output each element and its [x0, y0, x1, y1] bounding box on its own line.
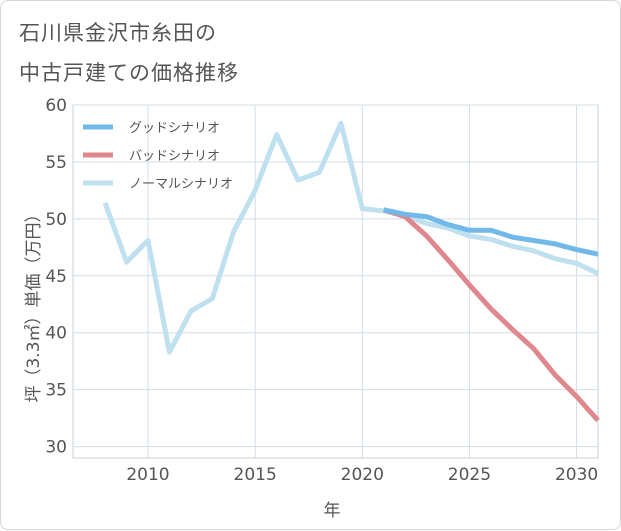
y-tick-label: 35 [45, 381, 67, 401]
legend-label: ノーマルシナリオ [129, 177, 233, 192]
x-tick-label: 2030 [555, 465, 598, 485]
grid [72, 104, 599, 459]
series-lines [102, 120, 600, 423]
y-tick-label: 40 [45, 324, 67, 344]
series-line-2 [102, 120, 600, 355]
y-tick-label: 45 [45, 267, 67, 287]
chart-title-line-1: 石川県金沢市糸田の [19, 21, 217, 45]
chart-title-line-2: 中古戸建ての価格推移 [19, 61, 239, 85]
y-tick-label: 55 [45, 153, 67, 173]
x-tick-label: 2015 [234, 465, 277, 485]
legend-label: グッドシナリオ [129, 121, 220, 136]
y-axis-label: 坪（3.3㎡）単価（万円） [24, 205, 44, 402]
legend-label: バッドシナリオ [129, 149, 220, 164]
x-tick-label: 2025 [448, 465, 491, 485]
tick-labels: 30 35 40 45 50 55 60 2010 2015 2020 2025 2030 [45, 96, 598, 485]
y-tick-label: 30 [45, 438, 67, 458]
series-line-1 [382, 207, 600, 423]
x-axis-label: 年 [324, 501, 341, 521]
x-tick-label: 2020 [341, 465, 384, 485]
y-tick-label: 50 [45, 210, 67, 230]
series-line-0 [383, 207, 599, 257]
x-tick-label: 2010 [126, 465, 169, 485]
y-tick-label: 60 [45, 96, 67, 116]
